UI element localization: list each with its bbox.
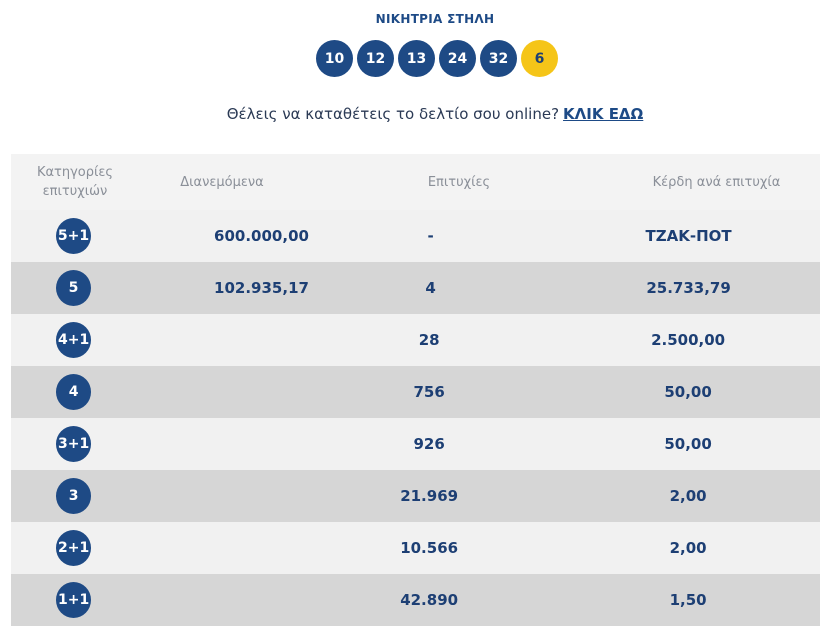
header-categories: Κατηγορίες επιτυχιών bbox=[36, 165, 114, 199]
prize-per-winner: 25.733,79 bbox=[646, 279, 731, 297]
winning-column-title: ΝΙΚΗΤΡΙΑ ΣΤΗΛΗ bbox=[375, 12, 495, 26]
winners-count: - bbox=[427, 227, 434, 245]
prize-per-winner: 1,50 bbox=[669, 591, 707, 609]
header-prize-per-winner: Κέρδη ανά επιτυχία bbox=[652, 174, 781, 190]
prize-per-winner: 50,00 bbox=[664, 435, 712, 453]
cta-text: Θέλεις να καταθέτεις το δελτίο σου onlin… bbox=[226, 105, 560, 123]
prize-per-winner: ΤΖΑΚ-ΠΟΤ bbox=[645, 227, 732, 245]
table-row: 1+1 42.890 1,50 bbox=[11, 574, 820, 626]
bonus-number-ball: 6 bbox=[521, 40, 558, 77]
category-badge: 3+1 bbox=[56, 426, 92, 462]
prize-per-winner: 2,00 bbox=[669, 539, 707, 557]
table-header: Κατηγορίες επιτυχιών Διανεμόμενα Επιτυχί… bbox=[11, 154, 820, 210]
table-row: 3+1 926 50,00 bbox=[11, 418, 820, 470]
category-badge: 1+1 bbox=[56, 582, 92, 618]
winners-count: 756 bbox=[413, 383, 445, 401]
winning-number-ball: 24 bbox=[439, 40, 476, 77]
winners-count: 42.890 bbox=[400, 591, 459, 609]
distributed-amount: 102.935,17 bbox=[214, 279, 309, 297]
category-badge: 3 bbox=[56, 478, 92, 514]
prize-per-winner: 50,00 bbox=[664, 383, 712, 401]
category-badge: 2+1 bbox=[56, 530, 92, 566]
winning-number-ball: 12 bbox=[357, 40, 394, 77]
click-here-link[interactable]: ΚΛΙΚ ΕΔΩ bbox=[563, 105, 644, 123]
category-badge: 4+1 bbox=[56, 322, 92, 358]
winners-count: 926 bbox=[413, 435, 445, 453]
distributed-amount: 600.000,00 bbox=[214, 227, 309, 245]
table-row: 5 102.935,17 4 25.733,79 bbox=[11, 262, 820, 314]
header-distributed: Διανεμόμενα bbox=[180, 174, 264, 190]
category-badge: 5 bbox=[56, 270, 92, 306]
winners-count: 21.969 bbox=[400, 487, 459, 505]
category-badge: 5+1 bbox=[56, 218, 92, 254]
winners-count: 4 bbox=[425, 279, 436, 297]
online-cta: Θέλεις να καταθέτεις το δελτίο σου onlin… bbox=[0, 105, 820, 123]
winners-count: 28 bbox=[418, 331, 440, 349]
winning-number-ball: 13 bbox=[398, 40, 435, 77]
table-row: 4+1 28 2.500,00 bbox=[11, 314, 820, 366]
table-row: 2+1 10.566 2,00 bbox=[11, 522, 820, 574]
prize-per-winner: 2.500,00 bbox=[651, 331, 726, 349]
header-winners: Επιτυχίες bbox=[427, 174, 491, 190]
table-row: 3 21.969 2,00 bbox=[11, 470, 820, 522]
table-row: 5+1 600.000,00 - ΤΖΑΚ-ΠΟΤ bbox=[11, 210, 820, 262]
winning-number-ball: 32 bbox=[480, 40, 517, 77]
category-badge: 4 bbox=[56, 374, 92, 410]
table-row: 4 756 50,00 bbox=[11, 366, 820, 418]
table-body: 5+1 600.000,00 - ΤΖΑΚ-ΠΟΤ 5 102.935,17 4… bbox=[11, 210, 820, 626]
prize-table: Κατηγορίες επιτυχιών Διανεμόμενα Επιτυχί… bbox=[11, 154, 820, 626]
winning-numbers: 10 12 13 24 32 6 bbox=[316, 40, 558, 77]
winners-count: 10.566 bbox=[400, 539, 459, 557]
prize-per-winner: 2,00 bbox=[669, 487, 707, 505]
winning-number-ball: 10 bbox=[316, 40, 353, 77]
